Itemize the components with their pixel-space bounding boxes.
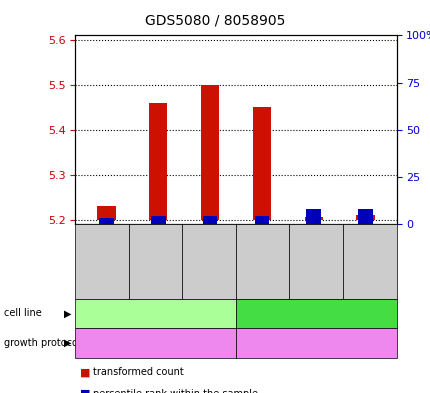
Text: ■: ■ — [80, 367, 90, 377]
Bar — [149, 103, 167, 220]
Bar — [357, 209, 372, 224]
Text: amniotic-fluid derived
hAKPC-P: amniotic-fluid derived hAKPC-P — [113, 304, 197, 323]
Text: GSM1199231: GSM1199231 — [98, 236, 107, 287]
Bar — [252, 107, 270, 220]
Text: ■: ■ — [80, 389, 90, 393]
Text: ▶: ▶ — [64, 309, 71, 318]
Text: cell line: cell line — [4, 309, 42, 318]
Text: ▶: ▶ — [64, 338, 71, 348]
Text: undifferentiated expanded in
Chang's media: undifferentiated expanded in Chang's med… — [99, 333, 211, 353]
Bar — [306, 209, 320, 224]
Text: percentile rank within the sample: percentile rank within the sample — [92, 389, 257, 393]
Bar — [150, 217, 165, 224]
Text: GSM1199238: GSM1199238 — [311, 236, 320, 287]
Bar — [254, 217, 268, 224]
Bar — [99, 219, 114, 224]
Bar — [200, 85, 218, 220]
Text: de-differentiated expanded at
33C in RPMI-1640: de-differentiated expanded at 33C in RPM… — [258, 333, 373, 353]
Bar — [97, 206, 115, 220]
Text: GSM1199237: GSM1199237 — [258, 236, 267, 287]
Text: GSM1199232: GSM1199232 — [151, 236, 160, 287]
Text: GSM1199239: GSM1199239 — [364, 236, 373, 287]
Bar — [203, 217, 217, 224]
Text: transformed count: transformed count — [92, 367, 183, 377]
Text: GDS5080 / 8058905: GDS5080 / 8058905 — [145, 14, 285, 28]
Bar — [304, 217, 322, 220]
Text: growth protocol: growth protocol — [4, 338, 81, 348]
Text: immortalized podocyte cell line
hIPod: immortalized podocyte cell line hIPod — [255, 304, 376, 323]
Bar — [356, 215, 374, 220]
Text: GSM1199233: GSM1199233 — [204, 236, 213, 287]
